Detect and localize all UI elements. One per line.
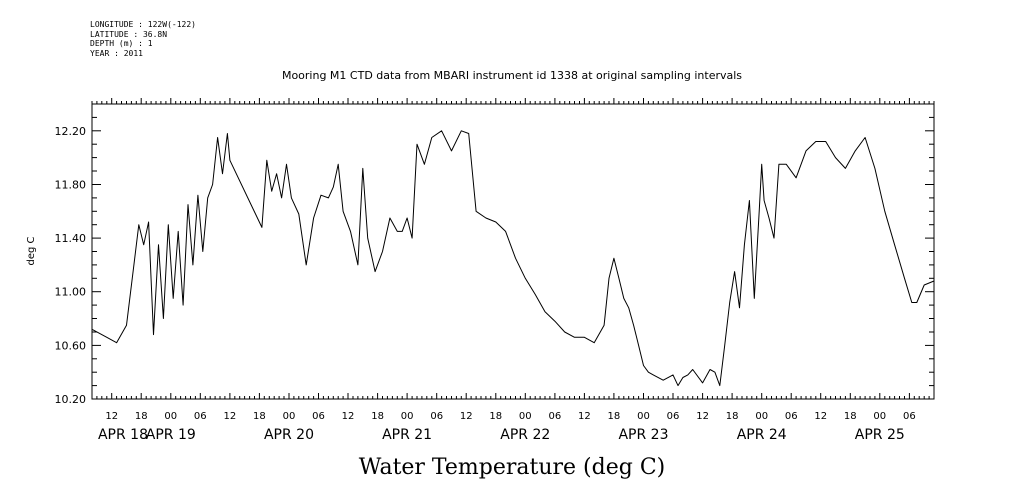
x-hour-tick-label: 18: [608, 411, 621, 422]
water-temperature-series-line: [91, 130, 935, 387]
x-axis: 12 18 00 06 12 18 00 06 12 18 00 06 12 18 00 06 12 18 00 06…: [98, 411, 916, 443]
x-hour-tick-label: 18: [253, 411, 266, 422]
x-date-tick-label: APR 23: [618, 427, 668, 443]
x-hour-tick-label: 06: [549, 411, 562, 422]
latitude-label: LATITUDE : 36.8N: [90, 29, 168, 39]
x-hour-tick-label: 06: [903, 411, 916, 422]
x-hour-tick-label: 06: [430, 411, 443, 422]
y-tick-label: 11.00: [55, 286, 87, 299]
x-hour-tick-label: 00: [873, 411, 886, 422]
x-date-tick-label: APR 22: [500, 427, 550, 443]
x-hour-tick-label: 06: [194, 411, 207, 422]
x-hour-tick-label: 00: [164, 411, 177, 422]
x-hour-tick-label: 12: [105, 411, 118, 422]
longitude-label: LONGITUDE : 122W(-122): [90, 20, 196, 29]
x-hour-tick-label: 00: [519, 411, 532, 422]
x-hour-tick-label: 18: [489, 411, 502, 422]
metadata-block: LONGITUDE : 122W(-122) LATITUDE : 36.8N …: [90, 20, 196, 58]
x-date-tick-label: APR 19: [146, 427, 196, 443]
depth-label: DEPTH (m) : 1: [90, 39, 153, 48]
x-hour-tick-label: 12: [342, 411, 355, 422]
y-axis-label: deg C: [26, 236, 37, 265]
x-hour-tick-label: 18: [135, 411, 148, 422]
x-date-tick-label: APR 25: [855, 427, 905, 443]
x-hour-tick-label: 00: [755, 411, 768, 422]
chart-title: Mooring M1 CTD data from MBARI instrumen…: [282, 69, 742, 82]
x-hour-tick-label: 18: [371, 411, 384, 422]
x-hour-tick-label: 00: [637, 411, 650, 422]
x-hour-tick-label: 06: [312, 411, 325, 422]
y-tick-label: 11.80: [55, 179, 87, 192]
y-axis: 10.20 10.60 11.00 11.40 11.80 12.20: [55, 103, 934, 406]
x-hour-tick-label: 12: [460, 411, 473, 422]
minor-ticks: [91, 98, 935, 399]
x-hour-tick-label: 12: [578, 411, 591, 422]
x-date-tick-label: APR 18: [98, 427, 148, 443]
x-hour-tick-label: 00: [283, 411, 296, 422]
x-hour-tick-label: 00: [401, 411, 414, 422]
y-tick-label: 10.60: [55, 339, 87, 352]
x-date-tick-label: APR 21: [382, 427, 432, 443]
x-hour-tick-label: 18: [726, 411, 739, 422]
x-hour-tick-label: 12: [814, 411, 827, 422]
x-date-tick-label: APR 24: [737, 427, 787, 443]
y-tick-label: 10.20: [55, 393, 87, 406]
y-tick-label: 12.20: [55, 125, 87, 138]
x-hour-tick-label: 12: [224, 411, 237, 422]
x-hour-tick-label: 18: [844, 411, 857, 422]
year-label: YEAR : 2011: [90, 48, 143, 58]
x-hour-tick-label: 06: [667, 411, 680, 422]
x-hour-tick-label: 12: [696, 411, 709, 422]
x-hour-tick-label: 06: [785, 411, 798, 422]
y-tick-label: 11.40: [55, 232, 87, 245]
footer-variable-label: Water Temperature (deg C): [359, 455, 666, 480]
x-date-tick-label: APR 20: [264, 427, 314, 443]
